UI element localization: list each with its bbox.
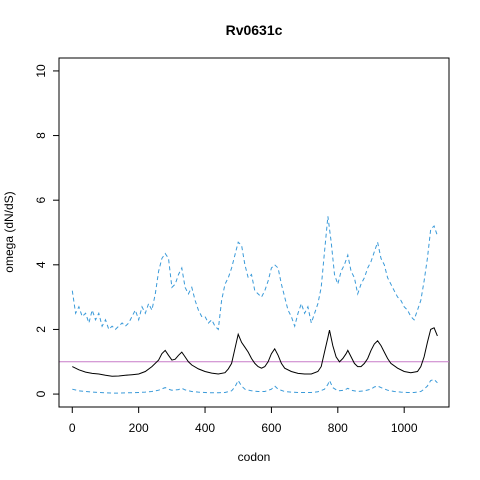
x-tick-label: 400 (195, 421, 215, 435)
y-tick-label: 10 (34, 64, 48, 78)
y-axis: 0 2 4 6 8 10 (34, 64, 60, 397)
series-line-estimate (72, 327, 438, 377)
series-layer (59, 216, 449, 394)
x-axis: 0 200 400 600 800 1000 (69, 406, 418, 435)
x-axis-label: codon (238, 450, 271, 464)
chart-title: Rv0631c (226, 22, 283, 38)
y-tick-label: 4 (34, 261, 48, 268)
y-tick-label: 8 (34, 132, 48, 139)
y-tick-label: 6 (34, 197, 48, 204)
series-line-lower (72, 378, 438, 394)
y-tick-label: 0 (34, 390, 48, 397)
y-axis-label: omega (dN/dS) (2, 191, 16, 272)
x-tick-label: 800 (328, 421, 348, 435)
x-tick-label: 0 (69, 421, 76, 435)
series-line-upper (71, 216, 438, 331)
plot-frame (58, 57, 450, 408)
x-tick-label: 600 (261, 421, 281, 435)
x-tick-label: 1000 (391, 421, 418, 435)
x-tick-label: 200 (129, 421, 149, 435)
y-tick-label: 2 (34, 326, 48, 333)
